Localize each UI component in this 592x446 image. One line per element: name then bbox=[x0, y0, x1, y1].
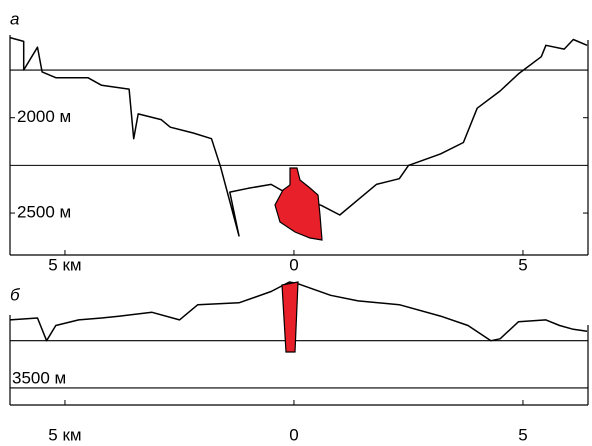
y-tick-label: 2500 м bbox=[17, 203, 71, 222]
y-tick-label: 2000 м bbox=[17, 107, 71, 126]
x-tick-label: 0 bbox=[289, 255, 298, 274]
x-tick-label: 0 bbox=[289, 425, 298, 444]
x-tick-label: 5 км bbox=[48, 425, 81, 444]
panel-label: б bbox=[10, 285, 21, 304]
chart: а 2000 м 2500 м 5 км 0 5 б 3500 м 5 км 0 5 bbox=[0, 0, 592, 446]
x-tick-label: 5 bbox=[518, 425, 527, 444]
panel-label: а bbox=[10, 9, 19, 28]
profile-line bbox=[10, 282, 587, 341]
x-tick-label: 5 км bbox=[48, 255, 81, 274]
page: {"chart_data": [ {"type": "line", "panel… bbox=[0, 0, 592, 446]
y-tick-label: 3500 м bbox=[12, 368, 66, 387]
red-body bbox=[275, 168, 322, 240]
x-tick-label: 5 bbox=[518, 255, 527, 274]
red-body bbox=[282, 282, 298, 352]
